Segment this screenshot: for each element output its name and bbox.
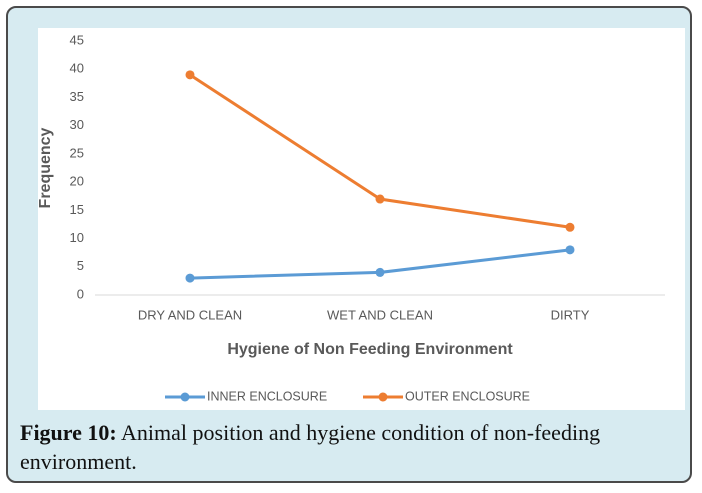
caption-label: Figure 10: xyxy=(20,420,117,445)
caption: Figure 10: Animal position and hygiene c… xyxy=(20,418,690,476)
data-point xyxy=(375,194,385,204)
data-point xyxy=(185,70,195,80)
y-tick-label: 20 xyxy=(70,174,84,189)
data-point xyxy=(375,267,385,277)
chart-background xyxy=(38,28,685,410)
x-tick-label: DIRTY xyxy=(551,307,590,322)
chart: Frequency Hygiene of Non Feeding Environ… xyxy=(38,28,685,410)
y-tick-label: 45 xyxy=(70,32,84,47)
y-axis-title: Frequency xyxy=(38,127,54,208)
y-tick-label: 30 xyxy=(70,117,84,132)
y-tick-label: 25 xyxy=(70,145,84,160)
data-point xyxy=(565,222,575,232)
legend-label: INNER ENCLOSURE xyxy=(207,389,327,403)
legend-marker xyxy=(180,392,190,402)
y-tick-label: 15 xyxy=(70,202,84,217)
y-tick-label: 40 xyxy=(70,61,84,76)
y-tick-label: 5 xyxy=(77,258,84,273)
data-point xyxy=(185,273,195,283)
x-tick-label: WET AND CLEAN xyxy=(327,307,433,322)
data-point xyxy=(565,245,575,255)
y-tick-label: 35 xyxy=(70,89,84,104)
y-tick-label: 0 xyxy=(77,286,84,301)
x-tick-label: DRY AND CLEAN xyxy=(138,307,242,322)
legend-marker xyxy=(378,392,388,402)
x-axis-title: Hygiene of Non Feeding Environment xyxy=(227,341,513,358)
caption-text: Animal position and hygiene condition of… xyxy=(20,420,601,474)
legend-label: OUTER ENCLOSURE xyxy=(405,389,530,403)
y-tick-label: 10 xyxy=(70,230,84,245)
